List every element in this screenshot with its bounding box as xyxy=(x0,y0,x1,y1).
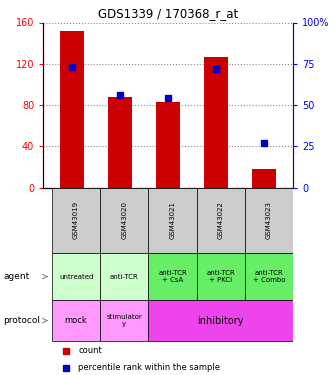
Bar xyxy=(196,253,245,300)
Bar xyxy=(52,253,100,300)
Bar xyxy=(245,188,293,253)
Bar xyxy=(52,300,100,341)
Text: anti-TCR
+ Combo: anti-TCR + Combo xyxy=(253,270,285,283)
Text: anti-TCR
+ CsA: anti-TCR + CsA xyxy=(158,270,187,283)
Bar xyxy=(149,300,293,341)
Bar xyxy=(100,253,149,300)
Text: inhibitory: inhibitory xyxy=(197,316,244,326)
Bar xyxy=(60,31,84,188)
Text: GSM43023: GSM43023 xyxy=(266,201,272,239)
Text: GSM43020: GSM43020 xyxy=(121,201,127,239)
Bar xyxy=(204,57,228,188)
Text: protocol: protocol xyxy=(3,316,40,325)
Bar xyxy=(252,169,276,188)
Bar xyxy=(196,188,245,253)
Text: agent: agent xyxy=(3,272,30,281)
Bar xyxy=(245,253,293,300)
Text: GSM43021: GSM43021 xyxy=(169,201,175,239)
Text: mock: mock xyxy=(65,316,88,325)
Bar xyxy=(149,188,196,253)
Bar xyxy=(52,188,100,253)
Text: GSM43019: GSM43019 xyxy=(73,201,79,239)
Title: GDS1339 / 170368_r_at: GDS1339 / 170368_r_at xyxy=(98,7,238,20)
Text: anti-TCR
+ PKCi: anti-TCR + PKCi xyxy=(206,270,235,283)
Text: count: count xyxy=(79,346,102,355)
Text: percentile rank within the sample: percentile rank within the sample xyxy=(79,363,220,372)
Bar xyxy=(100,300,149,341)
Bar xyxy=(156,102,180,188)
Text: untreated: untreated xyxy=(59,274,93,280)
Bar xyxy=(149,253,196,300)
Bar xyxy=(108,97,132,188)
Bar xyxy=(100,188,149,253)
Text: anti-TCR: anti-TCR xyxy=(110,274,139,280)
Text: GSM43022: GSM43022 xyxy=(218,201,224,239)
Text: stimulator
y: stimulator y xyxy=(107,314,142,327)
